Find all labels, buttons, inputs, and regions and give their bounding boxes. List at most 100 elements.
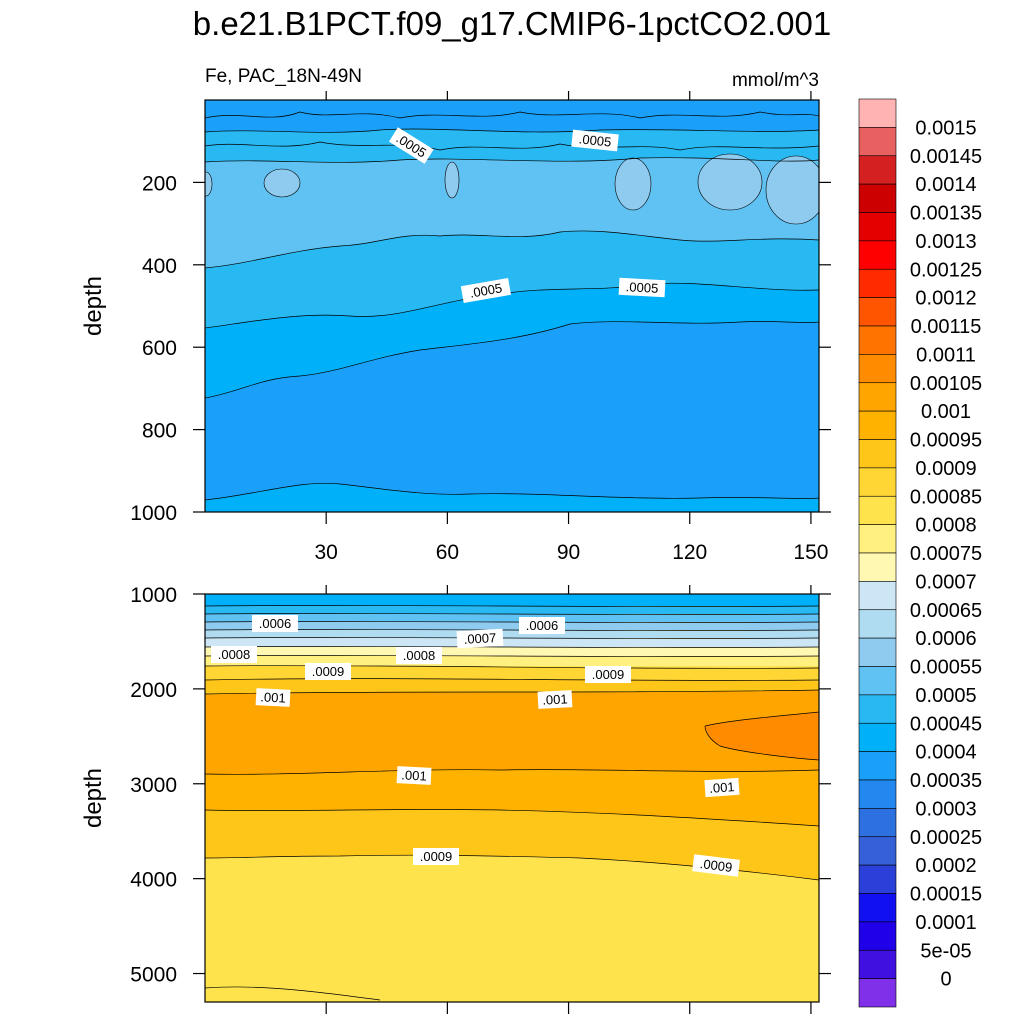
contour-label: .0005 bbox=[578, 131, 612, 149]
colorbar-swatch bbox=[858, 779, 897, 809]
colorbar-label: 0.0004 bbox=[915, 742, 976, 764]
colorbar-label: 0.00105 bbox=[910, 373, 982, 395]
colorbar-label: 0.00065 bbox=[910, 600, 982, 622]
lower-panel-fill bbox=[205, 594, 819, 1002]
colorbar-swatch bbox=[858, 524, 897, 554]
colorbar-swatch bbox=[858, 467, 897, 497]
colorbar-label: 0.00125 bbox=[910, 259, 982, 281]
colorbar-label: 0.00115 bbox=[911, 316, 982, 338]
colorbar-swatch bbox=[858, 439, 897, 469]
colorbar-label: 0.0006 bbox=[915, 628, 976, 650]
contour-label: .0008 bbox=[403, 648, 436, 663]
colorbar-label: 0.0012 bbox=[915, 288, 976, 310]
colorbar-swatch bbox=[858, 808, 897, 838]
y-tick-label: 200 bbox=[142, 172, 177, 195]
colorbar-label: 0.0003 bbox=[915, 798, 976, 820]
colorbar-label: 0.00135 bbox=[910, 203, 982, 225]
colorbar-swatch bbox=[858, 495, 897, 525]
colorbar-swatch bbox=[858, 978, 897, 1008]
colorbar-label: 0.0005 bbox=[915, 685, 976, 707]
colorbar-label: 0.0015 bbox=[915, 117, 976, 139]
colorbar-swatch bbox=[858, 751, 897, 781]
colorbar-swatch bbox=[858, 240, 897, 270]
y-tick-label: 800 bbox=[142, 420, 177, 443]
colorbar-swatch bbox=[858, 325, 897, 355]
y-tick-label: 1000 bbox=[130, 584, 177, 607]
y-tick-label: 2000 bbox=[130, 679, 177, 702]
upper-axes: 30 60 90 120 150 200 400 600 800 1000 bbox=[130, 91, 831, 564]
colorbar-swatch bbox=[858, 212, 897, 242]
colorbar-swatch bbox=[858, 921, 897, 951]
colorbar-swatch bbox=[858, 694, 897, 724]
colorbar-swatch bbox=[858, 98, 897, 128]
colorbar-label: 0.00015 bbox=[910, 884, 982, 906]
colorbar-swatch bbox=[858, 581, 897, 611]
lower-contour-labels: .0006 .0006 .0007 .0008 .0008 .0009 .000… bbox=[211, 615, 740, 877]
colorbar-swatch bbox=[858, 637, 897, 667]
colorbar-swatch bbox=[858, 864, 897, 894]
x-tick-label: 60 bbox=[436, 541, 459, 564]
colorbar-label: 0.001 bbox=[921, 401, 971, 423]
upper-panel-frame bbox=[204, 99, 820, 513]
y-tick-label: 1000 bbox=[130, 502, 177, 525]
chart-title: b.e21.B1PCT.f09_g17.CMIP6-1pctCO2.001 bbox=[192, 5, 832, 42]
colorbar-label: 0.00055 bbox=[910, 657, 982, 679]
contour-label: .0005 bbox=[469, 280, 504, 300]
lower-ylabel: depth bbox=[80, 768, 107, 828]
colorbar-swatch bbox=[858, 268, 897, 298]
colorbar-label: 0.00095 bbox=[910, 430, 982, 452]
colorbar: 0.0015 0.00145 0.0014 0.00135 0.0013 0.00125 0… bbox=[858, 98, 982, 1008]
y-tick-label: 4000 bbox=[130, 869, 177, 892]
colorbar-swatch bbox=[858, 666, 897, 696]
upper-panel-fill bbox=[205, 100, 819, 512]
colorbar-label: 0.0014 bbox=[915, 174, 976, 196]
y-tick-label: 3000 bbox=[130, 774, 177, 797]
colorbar-swatch bbox=[858, 382, 897, 412]
colorbar-label: 0.00075 bbox=[910, 543, 982, 565]
contour-label: .0005 bbox=[625, 279, 658, 296]
contour-label: .0007 bbox=[463, 630, 496, 647]
colorbar-label: 0.0013 bbox=[915, 231, 976, 253]
x-tick-label: 150 bbox=[793, 541, 828, 564]
colorbar-label: 0.00045 bbox=[910, 713, 982, 735]
colorbar-swatch bbox=[858, 722, 897, 752]
colorbar-label: 0 bbox=[940, 969, 951, 991]
colorbar-swatch bbox=[858, 609, 897, 639]
colorbar-swatch bbox=[858, 836, 897, 866]
upper-contour-labels: .0005 .0005 .0005 .0005 bbox=[388, 127, 666, 304]
upper-ylabel: depth bbox=[80, 276, 107, 336]
colorbar-label: 0.0009 bbox=[915, 458, 976, 480]
y-tick-label: 5000 bbox=[130, 964, 177, 987]
colorbar-swatch bbox=[858, 155, 897, 185]
colorbar-label: 0.00025 bbox=[910, 827, 982, 849]
colorbar-label: 0.00145 bbox=[910, 146, 982, 168]
contour-label: .001 bbox=[401, 767, 427, 783]
colorbar-swatch bbox=[858, 297, 897, 327]
contour-label: .0006 bbox=[259, 616, 292, 631]
left-subtitle: Fe, PAC_18N-49N bbox=[205, 66, 362, 87]
colorbar-swatch bbox=[858, 183, 897, 213]
x-tick-label: 120 bbox=[672, 541, 707, 564]
contour-label: .0009 bbox=[312, 664, 345, 679]
colorbar-swatch bbox=[858, 893, 897, 923]
x-tick-label: 90 bbox=[557, 541, 580, 564]
contour-label: .001 bbox=[260, 689, 286, 705]
colorbar-swatch bbox=[858, 552, 897, 582]
colorbar-label: 0.0001 bbox=[915, 912, 976, 934]
y-tick-label: 600 bbox=[142, 337, 177, 360]
contour-label: .0009 bbox=[699, 856, 733, 875]
lower-axes: 1000 2000 3000 4000 5000 bbox=[130, 584, 831, 1014]
y-tick-label: 400 bbox=[142, 255, 177, 278]
units-subtitle: mmol/m^3 bbox=[732, 70, 819, 91]
lower-panel-frame bbox=[204, 593, 820, 1003]
contour-label: .0006 bbox=[526, 618, 559, 633]
colorbar-swatch bbox=[858, 410, 897, 440]
colorbar-label: 0.0002 bbox=[915, 855, 976, 877]
colorbar-label: 0.0011 bbox=[916, 344, 976, 366]
colorbar-swatch bbox=[858, 949, 897, 979]
colorbar-swatch bbox=[858, 354, 897, 384]
colorbar-label: 0.0007 bbox=[915, 571, 976, 593]
colorbar-label: 0.0008 bbox=[915, 515, 976, 537]
